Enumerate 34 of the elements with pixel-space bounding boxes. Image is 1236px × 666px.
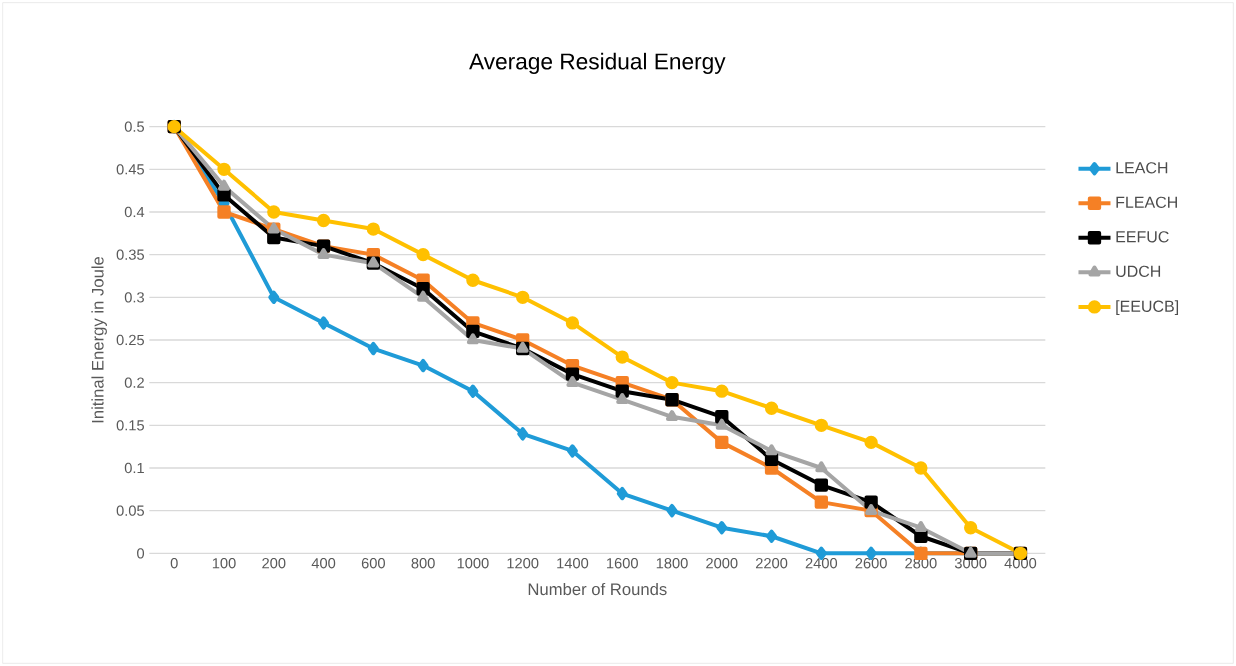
y-tick-label: 0.05 xyxy=(116,505,144,516)
x-tick-label: 200 xyxy=(262,558,286,569)
x-tick-label: 1200 xyxy=(507,558,539,569)
y-tick-label: 0.25 xyxy=(116,334,144,346)
x-tick-label: 100 xyxy=(212,558,236,569)
y-tick-label: 0.5 xyxy=(124,121,144,132)
y-tick-label: 0.35 xyxy=(116,249,144,260)
x-tick-label: 800 xyxy=(411,558,435,569)
x-tick-label: 600 xyxy=(361,558,385,569)
y-tick-label: 0.2 xyxy=(124,377,144,388)
x-tick-label: 2200 xyxy=(755,558,788,569)
x-tick-label: 2600 xyxy=(855,558,887,569)
legend-label: [EEUCB] xyxy=(1116,300,1179,316)
legend-label: LEACH xyxy=(1116,162,1168,174)
x-axis-title: Number of Rounds xyxy=(528,582,667,596)
x-tick-label: 0 xyxy=(170,558,178,569)
chart-title: Average Residual Energy xyxy=(469,52,726,74)
legend-label: FLEACH xyxy=(1116,196,1177,208)
y-tick-label: 0.4 xyxy=(124,206,145,218)
x-tick-label: 400 xyxy=(311,558,336,569)
x-tick-label: 1800 xyxy=(656,558,688,569)
y-tick-label: 0.1 xyxy=(124,462,144,474)
x-tick-label: 1600 xyxy=(607,558,638,569)
x-tick-label: 1000 xyxy=(457,558,489,569)
y-tick-label: 0 xyxy=(137,548,145,559)
y-tick-label: 0.3 xyxy=(124,292,144,303)
y-axis-title: Initinal Energy in Joule xyxy=(91,256,107,423)
x-tick-label: 1400 xyxy=(557,558,589,569)
y-tick-label: 0.15 xyxy=(116,420,144,431)
legend-label: EEFUC xyxy=(1116,231,1169,243)
x-tick-label: 2000 xyxy=(706,558,738,569)
legend-label: UDCH xyxy=(1116,265,1161,277)
y-tick-label: 0.45 xyxy=(116,164,144,175)
x-tick-label: 2400 xyxy=(805,558,838,569)
